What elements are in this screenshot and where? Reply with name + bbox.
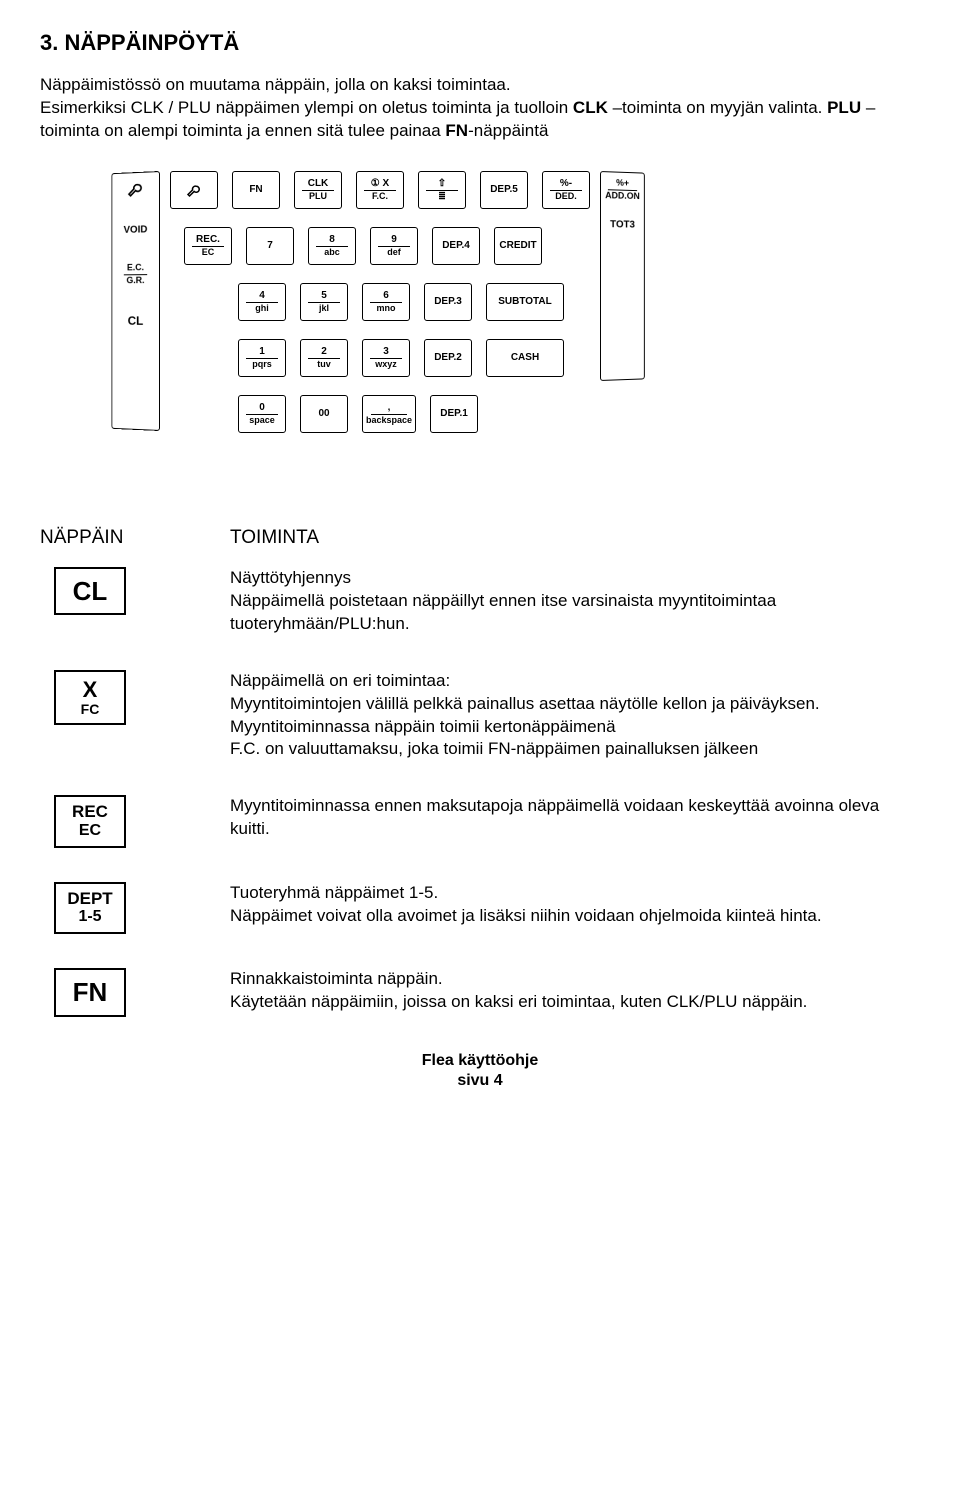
keypad-center-grid: FN CLKPLU ① XF.C. ⇧≣ DEP.5 %-DED. REC.EC 7 8abc 9… (170, 171, 590, 443)
keypad-left-gr: G.R. (126, 275, 144, 285)
keypad-key: CASH (486, 339, 564, 377)
function-description: NäyttötyhjennysNäppäimellä poistetaan nä… (230, 567, 920, 636)
keypad-key: 0space (238, 395, 286, 433)
function-description: Tuoteryhmä näppäimet 1-5.Näppäimet voiva… (230, 882, 920, 928)
key-box: FN (54, 968, 126, 1017)
keypad-key: 3wxyz (362, 339, 410, 377)
intro-p1: Näppäimistössö on muutama näppäin, jolla… (40, 75, 511, 94)
keypad-key: DEP.5 (480, 171, 528, 209)
keypad-right-addon: ADD.ON (605, 190, 640, 201)
intro-bold-fn: FN (445, 121, 468, 140)
footer-title: Flea käyttöohje (40, 1051, 920, 1072)
keypad-key: ,backspace (362, 395, 416, 433)
function-description: Rinnakkaistoiminta näppäin.Käytetään näp… (230, 968, 920, 1014)
keypad-key: SUBTOTAL (486, 283, 564, 321)
keypad-left-ec: E.C. (127, 262, 144, 272)
keypad-key: 1pqrs (238, 339, 286, 377)
keypad-key: CLKPLU (294, 171, 342, 209)
keypad-key: %-DED. (542, 171, 590, 209)
intro-bold-plu: PLU (827, 98, 861, 117)
intro-p2g: -näppäintä (468, 121, 548, 140)
keypad-key: DEP.2 (424, 339, 472, 377)
function-description: Myyntitoiminnassa ennen maksutapoja näpp… (230, 795, 920, 841)
keypad-left-panel: VOID E.C. G.R. CL (111, 171, 160, 431)
function-row: RECEC Myyntitoiminnassa ennen maksutapoja… (40, 795, 920, 847)
keypad-left-cl: CL (128, 313, 144, 327)
intro-text: Näppäimistössö on muutama näppäin, jolla… (40, 74, 920, 143)
intro-p2a: Esimerkiksi CLK / PLU näppäimen ylempi o… (40, 98, 573, 117)
keypad-right-tot3: TOT3 (610, 219, 635, 230)
function-row: XFC Näppäimellä on eri toimintaa:Myyntito… (40, 670, 920, 762)
table-header-key: NÄPPÄIN (40, 527, 230, 549)
keypad-key: CREDIT (494, 227, 542, 265)
keypad-right-panel: %+ ADD.ON TOT3 (600, 171, 645, 381)
keypad-left-void: VOID (124, 224, 148, 236)
page-footer: Flea käyttöohje sivu 4 (40, 1051, 920, 1093)
table-header-func: TOIMINTA (230, 527, 920, 549)
keypad-key: DEP.4 (432, 227, 480, 265)
key-icon (126, 178, 145, 199)
keypad-key: ⇧≣ (418, 171, 466, 209)
keypad-key: 4ghi (238, 283, 286, 321)
keypad-key: 00 (300, 395, 348, 433)
keypad-key (170, 171, 218, 209)
keypad-key: 2tuv (300, 339, 348, 377)
function-row: DEPT1-5 Tuoteryhmä näppäimet 1-5.Näppäime… (40, 882, 920, 934)
footer-page: sivu 4 (40, 1071, 920, 1092)
key-box: RECEC (54, 795, 126, 847)
key-box: XFC (54, 670, 126, 726)
keypad-key: DEP.1 (430, 395, 478, 433)
function-row: FN Rinnakkaistoiminta näppäin.Käytetään n… (40, 968, 920, 1017)
keypad-key: 7 (246, 227, 294, 265)
keypad-key: REC.EC (184, 227, 232, 265)
intro-bold-clk: CLK (573, 98, 608, 117)
keypad-key: 6mno (362, 283, 410, 321)
keypad-key: DEP.3 (424, 283, 472, 321)
intro-p2c: –toiminta on myyjän valinta. (608, 98, 827, 117)
keypad-right-pct: %+ (616, 177, 629, 187)
keypad-key: FN (232, 171, 280, 209)
key-box: DEPT1-5 (54, 882, 126, 934)
section-heading: 3. NÄPPÄINPÖYTÄ (40, 30, 920, 56)
function-description: Näppäimellä on eri toimintaa:Myyntitoimi… (230, 670, 920, 762)
keypad-key: 9def (370, 227, 418, 265)
keypad-key: ① XF.C. (356, 171, 404, 209)
key-box: CL (54, 567, 126, 616)
keypad-diagram: VOID E.C. G.R. CL FN CLKPLU ① XF.C. ⇧≣ DEP.5… (110, 171, 770, 491)
keypad-key: 8abc (308, 227, 356, 265)
function-row: CL NäyttötyhjennysNäppäimellä poistetaan … (40, 567, 920, 636)
keypad-key: 5jkl (300, 283, 348, 321)
function-table: NÄPPÄIN TOIMINTA CL NäyttötyhjennysNäppäi… (40, 527, 920, 1017)
